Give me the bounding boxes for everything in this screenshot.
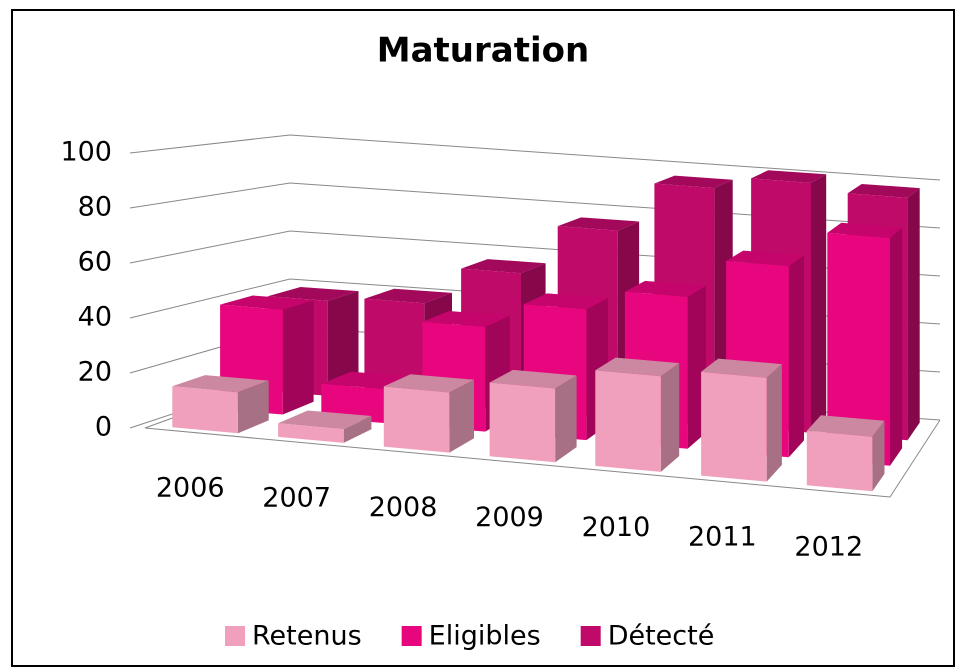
- bar-side: [343, 416, 372, 443]
- x-tick-label: 2010: [582, 512, 651, 543]
- bar-top: [461, 259, 546, 274]
- bar-side: [327, 291, 359, 396]
- bar-top: [364, 288, 452, 304]
- legend-label: Eligibles: [429, 621, 541, 652]
- legend-swatch: [580, 626, 601, 646]
- bar-top: [701, 358, 782, 378]
- bar-top: [595, 357, 680, 377]
- bar-top: [654, 175, 733, 189]
- grid-line: [129, 134, 941, 181]
- legend-swatch: [225, 626, 245, 646]
- bar-side: [449, 379, 474, 453]
- bar-front: [806, 430, 873, 492]
- bar-top: [278, 410, 372, 430]
- bar-front: [278, 423, 344, 443]
- bar-top: [267, 287, 359, 301]
- bar-top: [827, 222, 903, 239]
- x-tick-label: 2009: [475, 502, 544, 533]
- legend-label: Détecté: [608, 621, 715, 652]
- bar: [827, 222, 903, 466]
- bar-front: [701, 371, 767, 482]
- bar-top: [220, 295, 314, 310]
- bar-top: [422, 311, 510, 327]
- bar: [278, 410, 372, 443]
- x-tick-label: 2006: [156, 472, 225, 503]
- bar-side: [890, 227, 903, 466]
- bar-top: [383, 374, 474, 393]
- bar: [701, 358, 782, 482]
- bar: [172, 375, 269, 434]
- bar-top: [523, 293, 608, 310]
- bar: [383, 374, 474, 453]
- bar-side: [282, 300, 314, 415]
- bar: [489, 369, 577, 463]
- bar-front: [827, 232, 890, 466]
- bar: [595, 357, 680, 472]
- x-tick-label: 2012: [794, 532, 863, 563]
- bar-side: [872, 420, 885, 492]
- bar-side: [907, 188, 920, 441]
- bar-top: [557, 217, 640, 231]
- bar-top: [847, 184, 920, 198]
- bar-front: [595, 370, 661, 472]
- bar-top: [489, 369, 577, 389]
- legend-swatch: [401, 626, 422, 646]
- bar-top: [726, 250, 804, 267]
- bar: [806, 415, 885, 492]
- y-tick-label: 0: [95, 412, 112, 443]
- bar-side: [237, 380, 269, 434]
- chart-title: Maturation: [377, 31, 589, 71]
- y-tick-label: 60: [78, 247, 112, 278]
- legend-label: Retenus: [252, 621, 362, 652]
- x-tick-label: 2007: [262, 482, 331, 513]
- bar-top: [806, 415, 885, 437]
- bar-front: [172, 386, 238, 434]
- bar-side: [766, 364, 782, 482]
- bar-top: [751, 170, 827, 183]
- x-tick-label: 2008: [369, 492, 438, 523]
- y-tick-label: 20: [78, 357, 112, 388]
- bar-side: [811, 174, 827, 433]
- y-tick-label: 80: [78, 192, 112, 223]
- bar-side: [788, 255, 804, 458]
- bar-top: [172, 375, 269, 393]
- x-tick-label: 2011: [688, 522, 757, 553]
- y-tick-label: 100: [60, 137, 112, 168]
- bar-front: [383, 386, 450, 453]
- bar-side: [555, 375, 577, 463]
- bar-side: [660, 363, 680, 472]
- bar-top: [624, 280, 706, 297]
- y-tick-label: 40: [78, 302, 112, 333]
- bar-front: [489, 382, 556, 463]
